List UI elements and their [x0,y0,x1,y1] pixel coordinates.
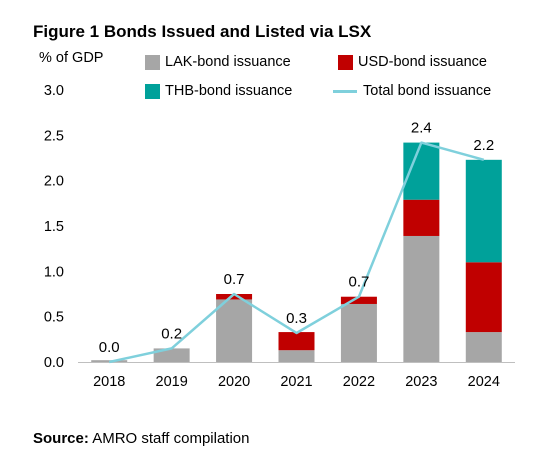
legend-label-total: Total bond issuance [363,83,492,99]
x-tick-label: 2021 [280,374,312,390]
data-labels: 0.0 0.2 0.7 0.3 0.7 2.4 2.2 [99,120,494,356]
bar-segment-lak [216,299,253,362]
source-text: AMRO staff compilation [88,430,250,447]
y-tick-label: 3.0 [44,83,64,99]
bar-segment-usd [278,332,315,351]
bar-segment-lak [403,235,440,362]
x-tick-label: 2019 [156,374,188,390]
legend-item-thb: THB-bond issuance [145,83,292,99]
y-tick-label: 2.5 [44,128,64,144]
y-axis: 0.0 0.5 1.0 1.5 2.0 2.5 3.0 [44,83,64,371]
legend-label-thb: THB-bond issuance [165,83,293,99]
source-note: Source: AMRO staff compilation [33,430,249,447]
y-tick-label: 2.0 [44,174,64,190]
y-axis-unit-label: % of GDP [39,50,104,66]
x-tick-label: 2023 [405,374,437,390]
total-bond-issuance-line [108,141,485,364]
x-tick-label: 2020 [218,374,250,390]
data-label: 0.7 [224,271,245,288]
bar-segment-lak [340,303,377,362]
total-line-series [108,141,485,364]
y-tick-label: 0.5 [44,310,64,326]
bond-issuance-chart: 0.00.51.01.52.02.53.0 2018 2019 2020 2021 20… [44,83,515,390]
data-label: 0.7 [348,274,369,291]
bar-segment-lak [465,332,502,362]
legend-label-usd: USD-bond issuance [358,54,487,70]
bar-segment-lak [153,348,190,362]
source-label: Source: [33,430,89,447]
bar-segment-lak [278,350,315,362]
legend-swatch-usd [338,54,353,70]
data-label: 2.2 [473,137,494,154]
y-tick-label: 0.0 [44,355,64,371]
data-label: 2.4 [411,120,432,137]
x-tick-label: 2024 [468,374,500,390]
x-tick-label: 2018 [93,374,125,390]
data-label: 0.3 [286,310,307,327]
legend-swatch-total [333,89,357,93]
y-tick-label: 1.5 [44,219,64,235]
bar-segment-thb [465,159,502,263]
chart-title: Figure 1 Bonds Issued and Listed via LSX [33,22,372,41]
legend-item-lak: LAK-bond issuance [145,54,291,70]
bar-segment-usd [465,262,502,333]
legend-swatch-thb [145,83,160,99]
bar-series [91,142,502,362]
x-tick-label: 2022 [343,374,375,390]
bar-segment-usd [340,296,377,304]
bar-segment-usd [403,199,440,236]
data-label: 0.0 [99,339,120,356]
legend-swatch-lak [145,54,160,70]
legend-item-usd: USD-bond issuance [338,54,487,70]
legend-label-lak: LAK-bond issuance [165,54,291,70]
x-axis: 2018 2019 2020 2021 2022 2023 2024 [78,362,515,390]
data-label: 0.2 [161,325,182,342]
legend-item-total: Total bond issuance [333,83,491,99]
bar-segment-usd [216,294,253,300]
y-tick-label: 1.0 [44,264,64,280]
